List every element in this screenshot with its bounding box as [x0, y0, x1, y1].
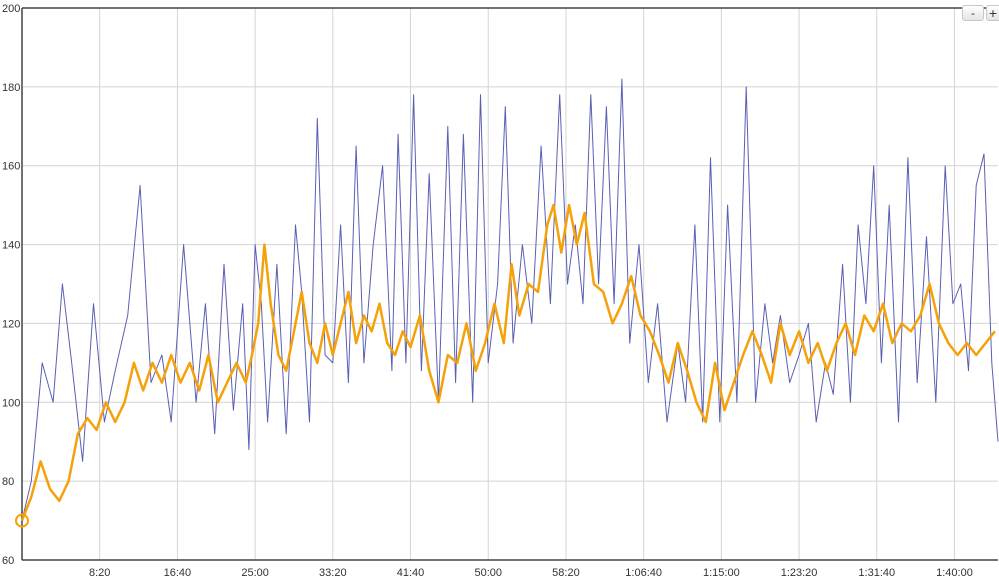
x-tick-label: 25:00: [241, 567, 269, 578]
y-tick-label: 140: [2, 240, 20, 252]
y-tick-label: 80: [2, 476, 14, 488]
series-line-1: [21, 78, 999, 521]
x-tick-label: 33:20: [319, 567, 347, 578]
x-tick-label: 1:31:40: [858, 567, 895, 578]
y-tick-label: 160: [2, 161, 20, 173]
y-tick-label: 120: [2, 318, 20, 330]
x-tick-labels: 8:20 16:40 25:00 33:20 41:40 50:00 58:20 1:06:4…: [89, 567, 973, 578]
x-tick-label: 50:00: [474, 567, 502, 578]
markers: [15, 513, 29, 528]
x-tick-label: 1:06:40: [625, 567, 662, 578]
x-tick-label: 41:40: [397, 567, 425, 578]
x-tick-label: 1:15:00: [703, 567, 740, 578]
x-tick-label: 8:20: [89, 567, 110, 578]
x-tick-label: 1:40:00: [936, 567, 973, 578]
zoom-in-button[interactable]: +: [986, 5, 999, 21]
y-tick-label: 200: [2, 3, 20, 15]
x-tick-label: 58:20: [552, 567, 580, 578]
y-tick-labels: 60 80 100 120 140 160 180 200: [2, 3, 20, 567]
zoom-out-button[interactable]: -: [962, 5, 984, 21]
series-layer: [20, 78, 999, 522]
start-point-marker: [15, 513, 29, 528]
axes: [21, 7, 998, 561]
y-tick-label: 180: [2, 82, 20, 94]
x-tick-label: 1:23:20: [781, 567, 818, 578]
y-tick-label: 100: [2, 397, 20, 409]
series-line-2: [20, 203, 996, 522]
y-tick-label: 60: [2, 555, 14, 567]
x-tick-label: 16:40: [164, 567, 192, 578]
